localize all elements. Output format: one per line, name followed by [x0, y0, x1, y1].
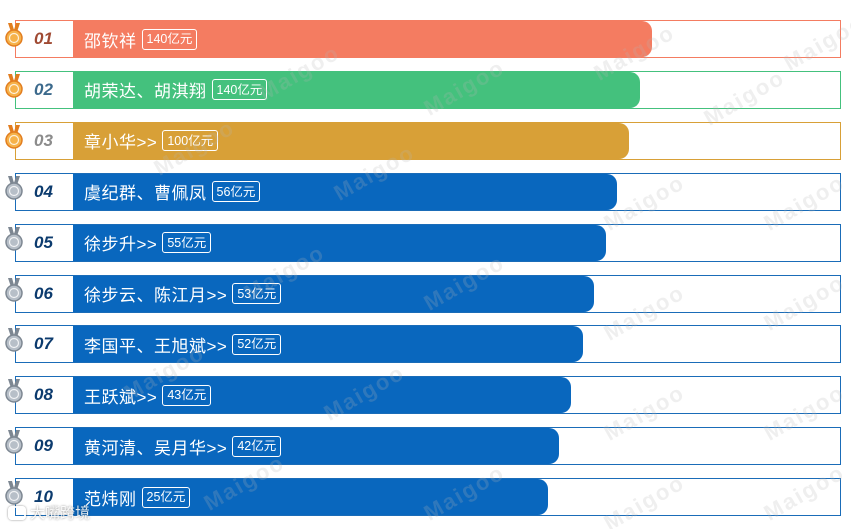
- ranking-row[interactable]: 05 徐步升>> 55亿元: [0, 223, 851, 264]
- rank-number: 09: [34, 436, 53, 456]
- person-name-link[interactable]: 黄河清、吴月华>>: [84, 438, 228, 458]
- value-bar[interactable]: 范炜刚 25亿元: [73, 479, 548, 516]
- value-bar[interactable]: 徐步升>> 55亿元: [73, 224, 606, 261]
- person-name-link[interactable]: 章小华>>: [84, 133, 158, 153]
- rank-number: 08: [34, 385, 53, 405]
- ranking-row[interactable]: 04 虞纪群、曹佩凤 56亿元: [0, 172, 851, 213]
- rank-number: 01: [34, 29, 53, 48]
- rank-number: 02: [34, 79, 53, 99]
- value-bar[interactable]: 邵钦祥 140亿元: [73, 21, 652, 57]
- person-name-link[interactable]: 虞纪群、曹佩凤: [84, 184, 207, 204]
- camera-icon: [8, 505, 26, 520]
- rank-number: 05: [34, 232, 53, 252]
- wealth-value-badge: 52亿元: [232, 333, 282, 355]
- gold-medal-icon: [4, 124, 24, 150]
- ranking-row[interactable]: 08 王跃斌>> 43亿元: [0, 376, 851, 416]
- ranking-row[interactable]: 10 范炜刚 25亿元: [0, 478, 851, 518]
- wealth-value-badge: 53亿元: [232, 283, 282, 304]
- ranking-row[interactable]: 06 徐步云、陈江月>> 53亿元: [0, 274, 851, 315]
- silver-medal-icon: [4, 480, 24, 506]
- wealth-value-badge: 140亿元: [211, 79, 268, 101]
- ranking-row[interactable]: 09 黄河清、吴月华>> 42亿元: [0, 427, 851, 467]
- silver-medal-icon: [4, 175, 24, 201]
- rank-number: 06: [34, 283, 53, 303]
- person-name-link[interactable]: 范炜刚: [84, 489, 137, 509]
- ranking-row[interactable]: 07 李国平、王旭斌>> 52亿元: [0, 325, 851, 365]
- wealth-value-badge: 42亿元: [232, 435, 282, 457]
- ranking-row[interactable]: 01 邵钦祥 140亿元: [0, 20, 851, 60]
- wealth-value-badge: 56亿元: [211, 181, 261, 203]
- value-bar[interactable]: 胡荣达、胡淇翔 140亿元: [73, 71, 640, 108]
- wealth-value-badge: 100亿元: [162, 130, 219, 152]
- footer-watermark-text: 大嘴跨境: [30, 505, 91, 522]
- wealth-value-badge: 43亿元: [162, 384, 212, 406]
- person-name-link[interactable]: 胡荣达、胡淇翔: [84, 82, 207, 102]
- ranking-row[interactable]: 03 章小华>> 100亿元: [0, 121, 851, 162]
- silver-medal-icon: [4, 429, 24, 455]
- gold-medal-icon: [4, 73, 24, 99]
- value-bar[interactable]: 黄河清、吴月华>> 42亿元: [73, 428, 559, 465]
- value-bar[interactable]: 虞纪群、曹佩凤 56亿元: [73, 173, 617, 210]
- value-bar[interactable]: 章小华>> 100亿元: [73, 122, 629, 159]
- wealth-value-badge: 55亿元: [162, 232, 212, 254]
- rank-number: 07: [34, 334, 53, 354]
- value-bar[interactable]: 徐步云、陈江月>> 53亿元: [73, 275, 594, 312]
- rank-number: 03: [34, 130, 53, 150]
- value-bar[interactable]: 李国平、王旭斌>> 52亿元: [73, 326, 583, 363]
- person-name-link[interactable]: 王跃斌>>: [84, 387, 158, 407]
- silver-medal-icon: [4, 226, 24, 252]
- rank-number: 10: [34, 487, 53, 507]
- ranking-row[interactable]: 02 胡荣达、胡淇翔 140亿元: [0, 70, 851, 111]
- person-name-link[interactable]: 徐步升>>: [84, 235, 158, 255]
- rank-number: 04: [34, 181, 53, 201]
- footer-watermark: 大嘴跨境: [8, 502, 90, 523]
- silver-medal-icon: [4, 378, 24, 404]
- silver-medal-icon: [4, 277, 24, 303]
- person-name-link[interactable]: 李国平、王旭斌>>: [84, 336, 228, 356]
- wealth-value-badge: 140亿元: [141, 28, 198, 50]
- person-name-link[interactable]: 徐步云、陈江月>>: [84, 286, 228, 305]
- value-bar[interactable]: 王跃斌>> 43亿元: [73, 377, 571, 414]
- wealth-value-badge: 25亿元: [141, 486, 191, 508]
- person-name-link[interactable]: 邵钦祥: [84, 31, 137, 51]
- gold-medal-icon: [4, 22, 24, 48]
- silver-medal-icon: [4, 327, 24, 353]
